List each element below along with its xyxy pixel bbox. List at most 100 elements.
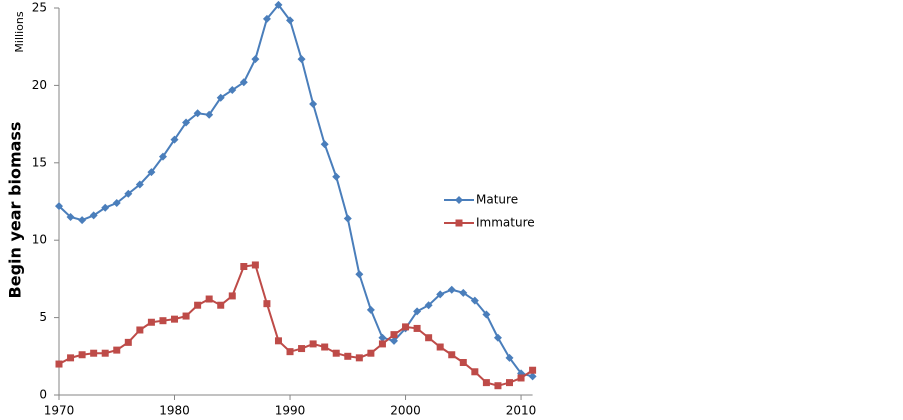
data-point <box>309 340 317 348</box>
data-point <box>332 349 340 357</box>
data-point <box>343 214 352 223</box>
data-point <box>136 326 144 334</box>
data-point <box>124 338 132 346</box>
data-point <box>193 109 202 118</box>
data-point <box>170 135 179 144</box>
data-point <box>378 340 386 348</box>
legend-label: Mature <box>476 193 518 207</box>
data-point <box>367 349 375 357</box>
series-line <box>58 263 534 387</box>
data-point <box>309 99 318 108</box>
data-point <box>228 292 236 300</box>
series-line <box>58 3 533 378</box>
data-point <box>263 300 271 308</box>
x-tick-label: 2000 <box>390 404 421 418</box>
data-point <box>135 180 144 189</box>
y-tick-label: 0 <box>39 388 47 402</box>
data-point <box>505 353 514 362</box>
data-point <box>113 346 121 354</box>
data-point <box>482 379 490 387</box>
data-point <box>505 379 513 387</box>
y-tick-label: 10 <box>32 233 47 247</box>
data-point <box>78 216 87 225</box>
data-point <box>147 168 156 177</box>
data-point <box>182 118 191 127</box>
y-tick-label: 5 <box>39 310 47 324</box>
data-point <box>89 211 98 220</box>
data-point <box>251 261 259 269</box>
data-point <box>124 189 133 198</box>
data-point <box>424 301 433 310</box>
data-point <box>182 312 190 320</box>
x-tick-label: 1980 <box>159 404 190 418</box>
data-point <box>459 288 468 297</box>
data-point <box>366 305 375 314</box>
data-point <box>471 368 479 376</box>
data-point <box>355 354 363 362</box>
data-point <box>320 140 329 149</box>
data-point <box>205 110 214 119</box>
data-point <box>55 202 63 211</box>
legend-label: Immature <box>476 216 535 230</box>
data-point <box>436 290 445 299</box>
data-point <box>67 354 75 362</box>
data-point <box>402 323 410 331</box>
data-point <box>447 285 456 294</box>
data-point <box>158 152 167 161</box>
data-point <box>101 349 109 357</box>
y-unit: Millions <box>13 11 26 52</box>
data-point <box>493 333 502 342</box>
data-point <box>459 358 467 366</box>
x-tick-label: 2010 <box>506 404 537 418</box>
y-tick-label: 20 <box>32 78 47 92</box>
data-point <box>286 16 295 25</box>
data-point <box>112 199 121 208</box>
data-point <box>297 55 306 64</box>
data-point <box>90 349 98 357</box>
data-point <box>274 337 282 345</box>
data-point <box>251 55 260 64</box>
data-point <box>274 0 283 9</box>
data-point <box>66 212 75 221</box>
data-point <box>262 14 271 23</box>
data-point <box>101 203 110 212</box>
legend-marker <box>455 196 463 204</box>
data-point <box>194 301 202 309</box>
data-point <box>239 78 248 87</box>
data-point <box>413 324 421 332</box>
data-point <box>171 315 179 323</box>
data-point <box>390 331 398 339</box>
data-point <box>159 317 167 325</box>
data-point <box>482 310 491 319</box>
data-point <box>528 372 537 381</box>
data-point <box>240 263 248 271</box>
data-point <box>436 343 444 351</box>
data-point <box>332 172 341 181</box>
data-point <box>55 360 63 368</box>
data-point <box>228 86 237 95</box>
data-point <box>217 301 225 309</box>
x-tick-label: 1990 <box>275 404 306 418</box>
data-point <box>216 93 225 102</box>
data-point <box>298 345 306 353</box>
y-axis-title: Begin year biomass <box>6 122 25 299</box>
y-tick-label: 15 <box>32 155 47 169</box>
data-point <box>78 351 86 359</box>
data-point <box>205 295 213 303</box>
data-point <box>344 352 352 360</box>
data-point <box>517 374 525 382</box>
data-point <box>529 366 537 374</box>
data-point <box>470 296 479 305</box>
data-point <box>448 351 456 359</box>
legend-marker <box>455 219 463 227</box>
x-tick-label: 1970 <box>44 404 75 418</box>
data-point <box>413 307 422 316</box>
data-point <box>321 343 329 351</box>
data-point <box>378 333 387 342</box>
data-point <box>494 382 502 390</box>
data-point <box>147 318 155 326</box>
data-point <box>286 348 294 356</box>
y-tick-label: 25 <box>32 1 47 15</box>
data-point <box>425 334 433 342</box>
